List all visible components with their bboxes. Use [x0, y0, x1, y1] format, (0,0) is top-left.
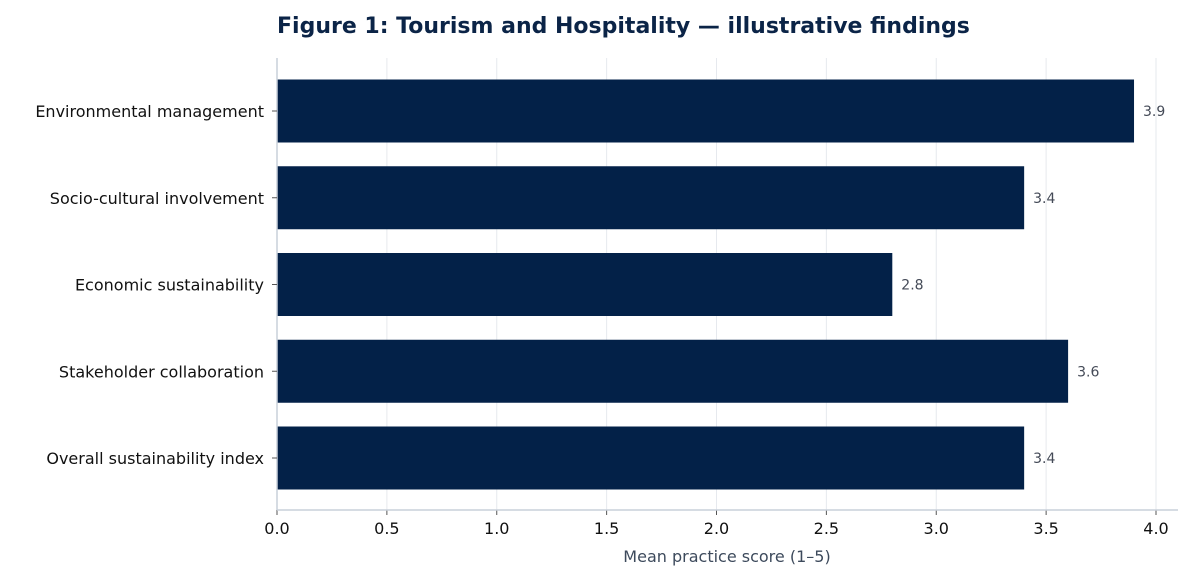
chart-title: Figure 1: Tourism and Hospitality — illu… — [277, 14, 970, 39]
value-label: 3.4 — [1033, 451, 1055, 467]
x-tick-label: 3.5 — [1033, 519, 1058, 538]
x-tick-label: 1.0 — [484, 519, 509, 538]
category-label: Stakeholder collaboration — [59, 362, 264, 381]
value-label: 3.4 — [1033, 191, 1055, 207]
value-label: 3.6 — [1077, 364, 1099, 380]
x-tick-label: 3.0 — [924, 519, 949, 538]
category-label: Environmental management — [35, 102, 264, 121]
bar — [277, 253, 893, 316]
value-label: 2.8 — [901, 278, 923, 294]
x-tick-label: 2.0 — [704, 519, 729, 538]
category-label: Economic sustainability — [75, 276, 264, 295]
value-label: 3.9 — [1143, 104, 1165, 120]
bars — [277, 79, 1135, 490]
category-label: Socio-cultural involvement — [50, 189, 264, 208]
x-axis-title: Mean practice score (1–5) — [623, 547, 830, 566]
bar — [277, 426, 1025, 490]
x-tick-label: 0.0 — [264, 519, 289, 538]
x-tick-label: 4.0 — [1143, 519, 1168, 538]
x-tick-label: 2.5 — [814, 519, 839, 538]
bar — [277, 339, 1069, 403]
axes — [272, 58, 1178, 515]
labels: 0.0 0.5 1.0 1.5 2.0 2.5 3.0 3.5 4.0 Environmental… — [35, 102, 1168, 538]
x-tick-label: 1.5 — [594, 519, 619, 538]
x-tick-label: 0.5 — [374, 519, 399, 538]
bar — [277, 79, 1135, 143]
bar — [277, 166, 1025, 230]
category-label: Overall sustainability index — [46, 449, 264, 468]
